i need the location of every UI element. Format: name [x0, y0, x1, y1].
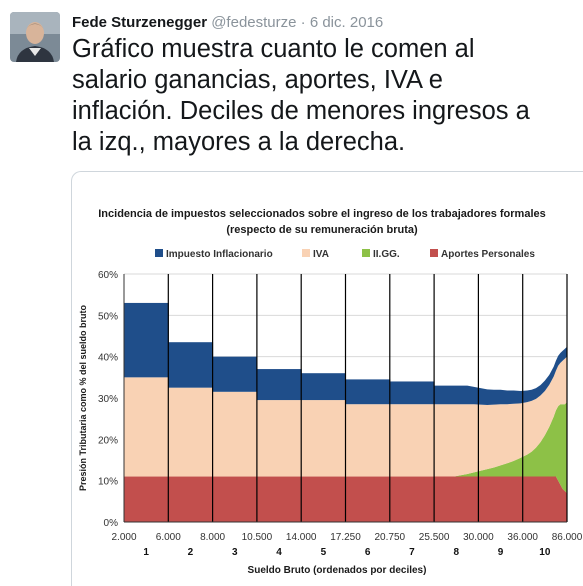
y-tick-label: 0% [104, 518, 119, 529]
x-tick-label: 6.000 [156, 532, 181, 543]
chart: Incidencia de impuestos seleccionados so… [78, 208, 583, 576]
x-tick-label: 86.000 [552, 532, 583, 543]
x-tick-label: 36.000 [507, 532, 538, 543]
legend-swatch [155, 249, 163, 257]
x-tick-label: 17.250 [330, 532, 361, 543]
x-tick-label: 30.000 [463, 532, 494, 543]
bar-segment-inflacionario [168, 342, 214, 388]
decile-label: 6 [365, 547, 371, 558]
decile-label: 3 [232, 547, 238, 558]
decile-label: 5 [321, 547, 327, 558]
bar-segment-iva [124, 377, 169, 477]
y-tick-label: 20% [98, 435, 118, 446]
bar-segment-aportes [301, 476, 346, 522]
x-tick-label: 14.000 [286, 532, 317, 543]
bar-segment-inflacionario [256, 369, 302, 401]
x-tick-label: 8.000 [200, 532, 225, 543]
x-tick-label: 2.000 [111, 532, 136, 543]
decile-label: 1 [143, 547, 149, 558]
bar-segment-inflacionario [345, 379, 391, 405]
decile-label: 7 [409, 547, 415, 558]
bar-segment-iva [389, 404, 435, 477]
bar-segment-iva [345, 404, 391, 477]
area-series-inflacionario [434, 346, 567, 406]
decile-label: 10 [539, 547, 551, 558]
bar-segment-iva [256, 400, 302, 477]
avatar[interactable] [10, 12, 60, 62]
y-tick-label: 60% [98, 270, 118, 281]
area-series-iigg [434, 402, 567, 494]
x-axis-label: Sueldo Bruto (ordenados por deciles) [248, 565, 427, 576]
bar-segment-inflacionario [301, 373, 346, 401]
chart-title: Incidencia de impuestos seleccionados so… [98, 208, 546, 220]
bar-segment-aportes [345, 476, 391, 522]
decile-label: 2 [188, 547, 194, 558]
bar-segment-inflacionario [212, 356, 258, 392]
x-tick-label: 25.500 [419, 532, 450, 543]
decile-label: 8 [453, 547, 459, 558]
legend-swatch [430, 249, 438, 257]
y-tick-label: 10% [98, 477, 118, 488]
y-tick-label: 50% [98, 311, 118, 322]
legend-entry: IVA [313, 249, 329, 260]
legend-swatch [302, 249, 310, 257]
y-tick-label: 30% [98, 394, 118, 405]
area-series-aportes [434, 476, 567, 522]
area-series-iva [434, 356, 567, 477]
bar-segment-aportes [389, 476, 435, 522]
y-axis-label: Presión Tributaria como % del sueldo bru… [78, 304, 88, 491]
bar-segment-aportes [168, 476, 214, 522]
tweet-text-line: inflación. Deciles de menores ingresos a [72, 97, 530, 125]
decile-label: 9 [498, 547, 504, 558]
x-tick-label: 10.500 [242, 532, 273, 543]
bar-segment-iva [212, 391, 258, 477]
bar-segment-aportes [256, 476, 302, 522]
author-handle[interactable]: @fedesturze [211, 14, 297, 31]
legend-entry: Aportes Personales [441, 249, 535, 260]
legend-entry: Impuesto Inflacionario [166, 249, 273, 260]
bar-segment-iva [301, 400, 346, 477]
decile-label: 4 [276, 547, 282, 558]
tweet-text: Gráfico muestra cuanto le comen al salar… [72, 34, 577, 158]
bar-segment-iva [168, 387, 214, 477]
legend-swatch [362, 249, 370, 257]
chart-subtitle: (respecto de su remuneración bruta) [226, 224, 418, 236]
tweet-text-line: salario ganancias, aportes, IVA e [72, 66, 443, 94]
bar-segment-inflacionario [124, 302, 169, 378]
legend-entry: II.GG. [373, 249, 400, 260]
bar-segment-aportes [212, 476, 258, 522]
y-tick-label: 40% [98, 353, 118, 364]
x-tick-label: 20.750 [375, 532, 406, 543]
tweet-date[interactable]: 6 dic. 2016 [309, 14, 384, 31]
bar-segment-inflacionario [389, 381, 435, 405]
author-name[interactable]: Fede Sturzenegger [72, 14, 208, 31]
bar-segment-aportes [124, 476, 169, 522]
tweet-text-line: Gráfico muestra cuanto le comen al [72, 35, 475, 63]
tweet-text-line: la izq., mayores a la derecha. [72, 128, 406, 156]
tweet-header: Fede Sturzenegger @fedesturze · 6 dic. 2… [72, 13, 383, 33]
tweet-media-image[interactable]: Incidencia de impuestos seleccionados so… [71, 171, 583, 586]
separator-dot: · [300, 14, 306, 31]
